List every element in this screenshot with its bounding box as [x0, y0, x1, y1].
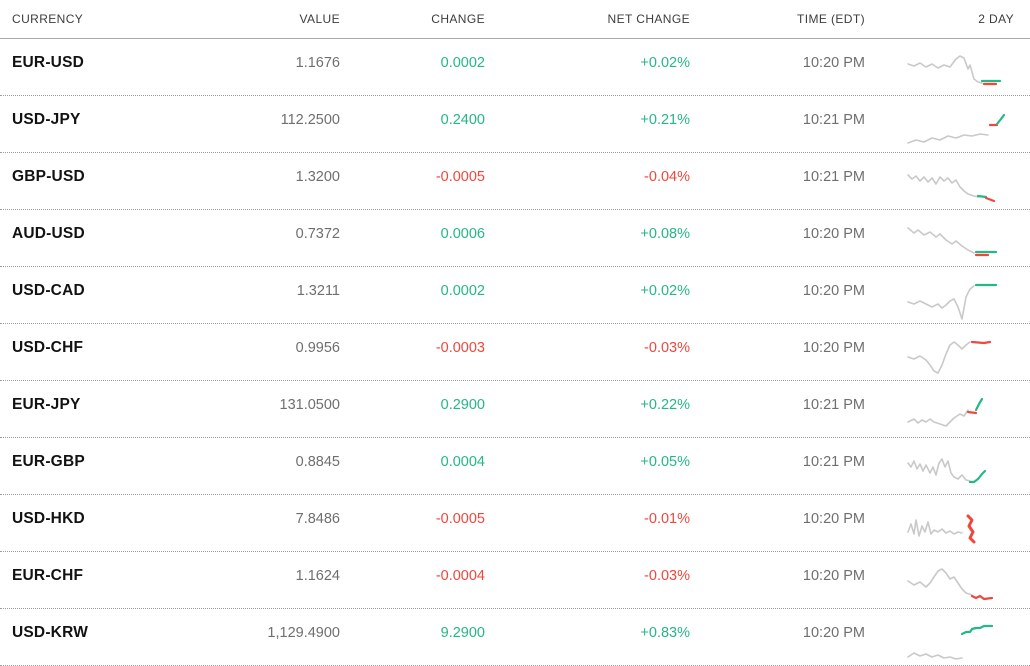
table-row[interactable]: USD-CAD 1.3211 0.0002 +0.02% 10:20 PM	[0, 267, 1030, 324]
two-day-sparkline	[870, 391, 1030, 435]
header-two-day: 2 DAY	[978, 12, 1014, 26]
header-time: TIME (EDT)	[797, 12, 865, 26]
currency-pair-link[interactable]: USD-JPY	[12, 111, 81, 128]
two-day-sparkline	[870, 163, 1030, 207]
table-row[interactable]: EUR-USD 1.1676 0.0002 +0.02% 10:20 PM	[0, 39, 1030, 96]
fx-table-body: EUR-USD 1.1676 0.0002 +0.02% 10:20 PM US…	[0, 39, 1030, 666]
net-change-cell: +0.21%	[640, 112, 690, 128]
change-cell: 0.0002	[440, 283, 485, 299]
two-day-sparkline	[870, 334, 1030, 378]
value-cell: 1,129.4900	[267, 625, 340, 641]
net-change-cell: -0.03%	[644, 568, 690, 584]
change-cell: 0.2400	[440, 112, 485, 128]
currency-pair-link[interactable]: USD-CHF	[12, 339, 84, 356]
time-cell: 10:21 PM	[802, 454, 865, 470]
value-cell: 0.9956	[295, 340, 340, 356]
time-cell: 10:21 PM	[802, 169, 865, 185]
header-currency: CURRENCY	[12, 12, 84, 26]
net-change-cell: +0.83%	[640, 625, 690, 641]
value-cell: 0.7372	[295, 226, 340, 242]
net-change-cell: +0.05%	[640, 454, 690, 470]
change-cell: -0.0003	[435, 340, 485, 356]
header-value: VALUE	[299, 12, 340, 26]
time-cell: 10:20 PM	[802, 283, 865, 299]
currency-pair-link[interactable]: GBP-USD	[12, 168, 85, 185]
currency-pair-link[interactable]: USD-KRW	[12, 624, 89, 641]
net-change-cell: -0.04%	[644, 169, 690, 185]
value-cell: 1.1676	[295, 55, 340, 71]
two-day-sparkline	[870, 220, 1030, 264]
currency-pair-link[interactable]: AUD-USD	[12, 225, 85, 242]
two-day-sparkline	[870, 505, 1030, 549]
time-cell: 10:20 PM	[802, 568, 865, 584]
net-change-cell: +0.02%	[640, 283, 690, 299]
table-row[interactable]: EUR-GBP 0.8845 0.0004 +0.05% 10:21 PM	[0, 438, 1030, 495]
change-cell: 9.2900	[440, 625, 485, 641]
value-cell: 112.2500	[280, 112, 340, 128]
two-day-sparkline	[870, 106, 1030, 150]
change-cell: 0.0004	[440, 454, 485, 470]
table-header-row: CURRENCY VALUE CHANGE NET CHANGE TIME (E…	[0, 0, 1030, 39]
net-change-cell: -0.03%	[644, 340, 690, 356]
net-change-cell: +0.08%	[640, 226, 690, 242]
currency-pair-link[interactable]: EUR-GBP	[12, 453, 85, 470]
value-cell: 1.1624	[295, 568, 340, 584]
table-row[interactable]: GBP-USD 1.3200 -0.0005 -0.04% 10:21 PM	[0, 153, 1030, 210]
currency-pair-link[interactable]: USD-CAD	[12, 282, 85, 299]
time-cell: 10:21 PM	[802, 397, 865, 413]
time-cell: 10:21 PM	[802, 112, 865, 128]
value-cell: 1.3211	[296, 283, 340, 299]
currency-pair-link[interactable]: EUR-CHF	[12, 567, 84, 584]
change-cell: 0.0006	[440, 226, 485, 242]
table-row[interactable]: USD-JPY 112.2500 0.2400 +0.21% 10:21 PM	[0, 96, 1030, 153]
two-day-sparkline	[870, 49, 1030, 93]
value-cell: 131.0500	[279, 397, 340, 413]
table-row[interactable]: USD-CHF 0.9956 -0.0003 -0.03% 10:20 PM	[0, 324, 1030, 381]
table-row[interactable]: AUD-USD 0.7372 0.0006 +0.08% 10:20 PM	[0, 210, 1030, 267]
change-cell: -0.0004	[435, 568, 485, 584]
change-cell: -0.0005	[435, 511, 485, 527]
time-cell: 10:20 PM	[802, 226, 865, 242]
header-net-change: NET CHANGE	[607, 12, 690, 26]
two-day-sparkline	[870, 277, 1030, 321]
change-cell: 0.2900	[440, 397, 485, 413]
currency-pair-link[interactable]: EUR-JPY	[12, 396, 81, 413]
time-cell: 10:20 PM	[802, 340, 865, 356]
value-cell: 1.3200	[295, 169, 340, 185]
change-cell: 0.0002	[440, 55, 485, 71]
value-cell: 7.8486	[295, 511, 340, 527]
time-cell: 10:20 PM	[802, 55, 865, 71]
table-row[interactable]: USD-KRW 1,129.4900 9.2900 +0.83% 10:20 P…	[0, 609, 1030, 666]
currency-pair-link[interactable]: USD-HKD	[12, 510, 85, 527]
table-row[interactable]: EUR-JPY 131.0500 0.2900 +0.22% 10:21 PM	[0, 381, 1030, 438]
net-change-cell: -0.01%	[644, 511, 690, 527]
time-cell: 10:20 PM	[802, 511, 865, 527]
two-day-sparkline	[870, 562, 1030, 606]
currency-pair-link[interactable]: EUR-USD	[12, 54, 85, 71]
two-day-sparkline	[870, 448, 1030, 492]
header-change: CHANGE	[431, 12, 485, 26]
table-row[interactable]: EUR-CHF 1.1624 -0.0004 -0.03% 10:20 PM	[0, 552, 1030, 609]
change-cell: -0.0005	[435, 169, 485, 185]
net-change-cell: +0.02%	[640, 55, 690, 71]
net-change-cell: +0.22%	[640, 397, 690, 413]
two-day-sparkline	[870, 619, 1030, 663]
table-row[interactable]: USD-HKD 7.8486 -0.0005 -0.01% 10:20 PM	[0, 495, 1030, 552]
time-cell: 10:20 PM	[802, 625, 865, 641]
value-cell: 0.8845	[295, 454, 340, 470]
